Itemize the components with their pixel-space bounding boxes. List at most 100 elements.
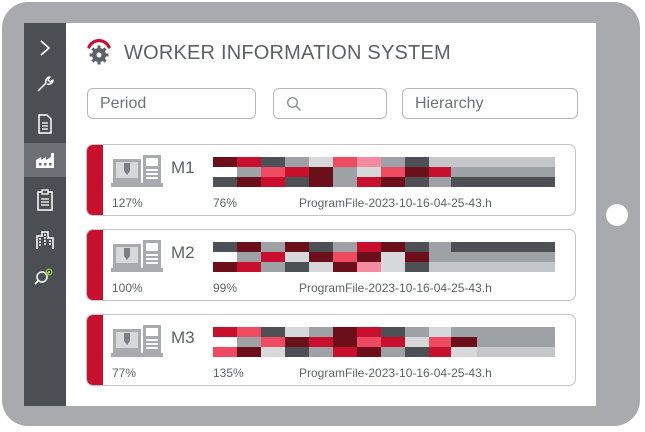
timeline-segment — [213, 327, 237, 337]
sidebar-item-plants[interactable] — [24, 223, 66, 257]
timeline-segment — [503, 157, 529, 167]
machine-name: M3 — [171, 328, 195, 347]
timeline-segment — [213, 177, 237, 187]
status-bar — [87, 230, 103, 300]
timeline-segment — [429, 252, 451, 262]
quality-value: 135% — [213, 366, 244, 380]
cnc-machine-icon — [111, 325, 163, 357]
sidebar-item-expand[interactable] — [24, 31, 66, 65]
efficiency-value: 77% — [112, 366, 137, 380]
timeline-segment — [261, 242, 285, 252]
timeline-segment — [213, 252, 237, 262]
timeline-row — [213, 242, 555, 252]
timeline-segment — [309, 157, 333, 167]
activity-timeline — [213, 327, 555, 357]
timeline-segment — [529, 252, 555, 262]
timeline-segment — [333, 337, 357, 347]
timeline-segment — [451, 262, 477, 272]
sidebar-item-search[interactable] — [24, 259, 66, 293]
timeline-segment — [213, 157, 237, 167]
period-field[interactable]: Period — [87, 88, 256, 119]
sidebar-item-documents[interactable] — [24, 107, 66, 141]
timeline-segment — [381, 262, 405, 272]
timeline-segment — [285, 337, 309, 347]
machine-name: M1 — [171, 158, 195, 177]
timeline-segment — [477, 337, 503, 347]
sidebar-item-production[interactable] — [24, 143, 66, 177]
timeline-segment — [405, 252, 429, 262]
timeline-segment — [381, 327, 405, 337]
search-input[interactable] — [273, 88, 387, 119]
activity-timeline — [213, 157, 555, 187]
sidebar-item-tools[interactable] — [24, 67, 66, 101]
program-file: ProgramFile-2023-10-16-04-25-43.h — [299, 366, 492, 380]
timeline-segment — [309, 167, 333, 177]
timeline-segment — [405, 177, 429, 187]
program-file: ProgramFile-2023-10-16-04-25-43.h — [299, 196, 492, 210]
timeline-segment — [529, 177, 555, 187]
timeline-segment — [529, 347, 555, 357]
cnc-machine-icon — [111, 155, 163, 187]
machine-card[interactable]: M2 100% 99% ProgramFile-2023-10-16-04-25… — [86, 229, 576, 301]
timeline-row — [213, 252, 555, 262]
chevron-right-icon — [40, 40, 51, 56]
timeline-segment — [381, 242, 405, 252]
activity-timeline — [213, 242, 555, 272]
timeline-segment — [213, 242, 237, 252]
timeline-segment — [405, 167, 429, 177]
timeline-segment — [477, 327, 503, 337]
timeline-segment — [451, 157, 477, 167]
timeline-segment — [405, 242, 429, 252]
timeline-segment — [285, 167, 309, 177]
timeline-row — [213, 177, 555, 187]
timeline-segment — [405, 157, 429, 167]
timeline-segment — [477, 347, 503, 357]
timeline-segment — [503, 167, 529, 177]
timeline-segment — [237, 242, 261, 252]
timeline-segment — [477, 252, 503, 262]
timeline-segment — [237, 167, 261, 177]
timeline-segment — [237, 337, 261, 347]
timeline-row — [213, 167, 555, 177]
timeline-segment — [357, 337, 381, 347]
wrench-icon — [37, 76, 54, 92]
program-file: ProgramFile-2023-10-16-04-25-43.h — [299, 281, 492, 295]
timeline-segment — [213, 167, 237, 177]
factory-icon — [36, 153, 54, 168]
machine-card[interactable]: M1 127% 76% ProgramFile-2023-10-16-04-25… — [86, 144, 576, 216]
timeline-segment — [503, 337, 529, 347]
timeline-segment — [357, 252, 381, 262]
timeline-segment — [529, 157, 555, 167]
cnc-machine-icon — [111, 240, 163, 272]
clipboard-icon — [37, 189, 53, 211]
timeline-segment — [451, 167, 477, 177]
machine-card[interactable]: M3 77% 135% ProgramFile-2023-10-16-04-25… — [86, 314, 576, 386]
timeline-segment — [405, 262, 429, 272]
timeline-segment — [429, 167, 451, 177]
timeline-segment — [429, 177, 451, 187]
status-bar — [87, 315, 103, 385]
timeline-segment — [357, 242, 381, 252]
timeline-segment — [213, 262, 237, 272]
building-icon — [36, 231, 54, 249]
timeline-segment — [333, 327, 357, 337]
home-button[interactable] — [606, 204, 628, 226]
timeline-segment — [357, 167, 381, 177]
timeline-segment — [529, 262, 555, 272]
hierarchy-field[interactable]: Hierarchy — [402, 88, 578, 119]
timeline-segment — [261, 337, 285, 347]
timeline-segment — [429, 327, 451, 337]
timeline-segment — [261, 262, 285, 272]
timeline-segment — [429, 262, 451, 272]
timeline-segment — [285, 252, 309, 262]
sidebar-item-tasks[interactable] — [24, 183, 66, 217]
timeline-segment — [381, 252, 405, 262]
timeline-segment — [503, 252, 529, 262]
timeline-segment — [357, 347, 381, 357]
timeline-segment — [285, 157, 309, 167]
timeline-segment — [309, 337, 333, 347]
timeline-segment — [503, 177, 529, 187]
timeline-segment — [309, 252, 333, 262]
timeline-segment — [405, 327, 429, 337]
timeline-segment — [529, 167, 555, 177]
